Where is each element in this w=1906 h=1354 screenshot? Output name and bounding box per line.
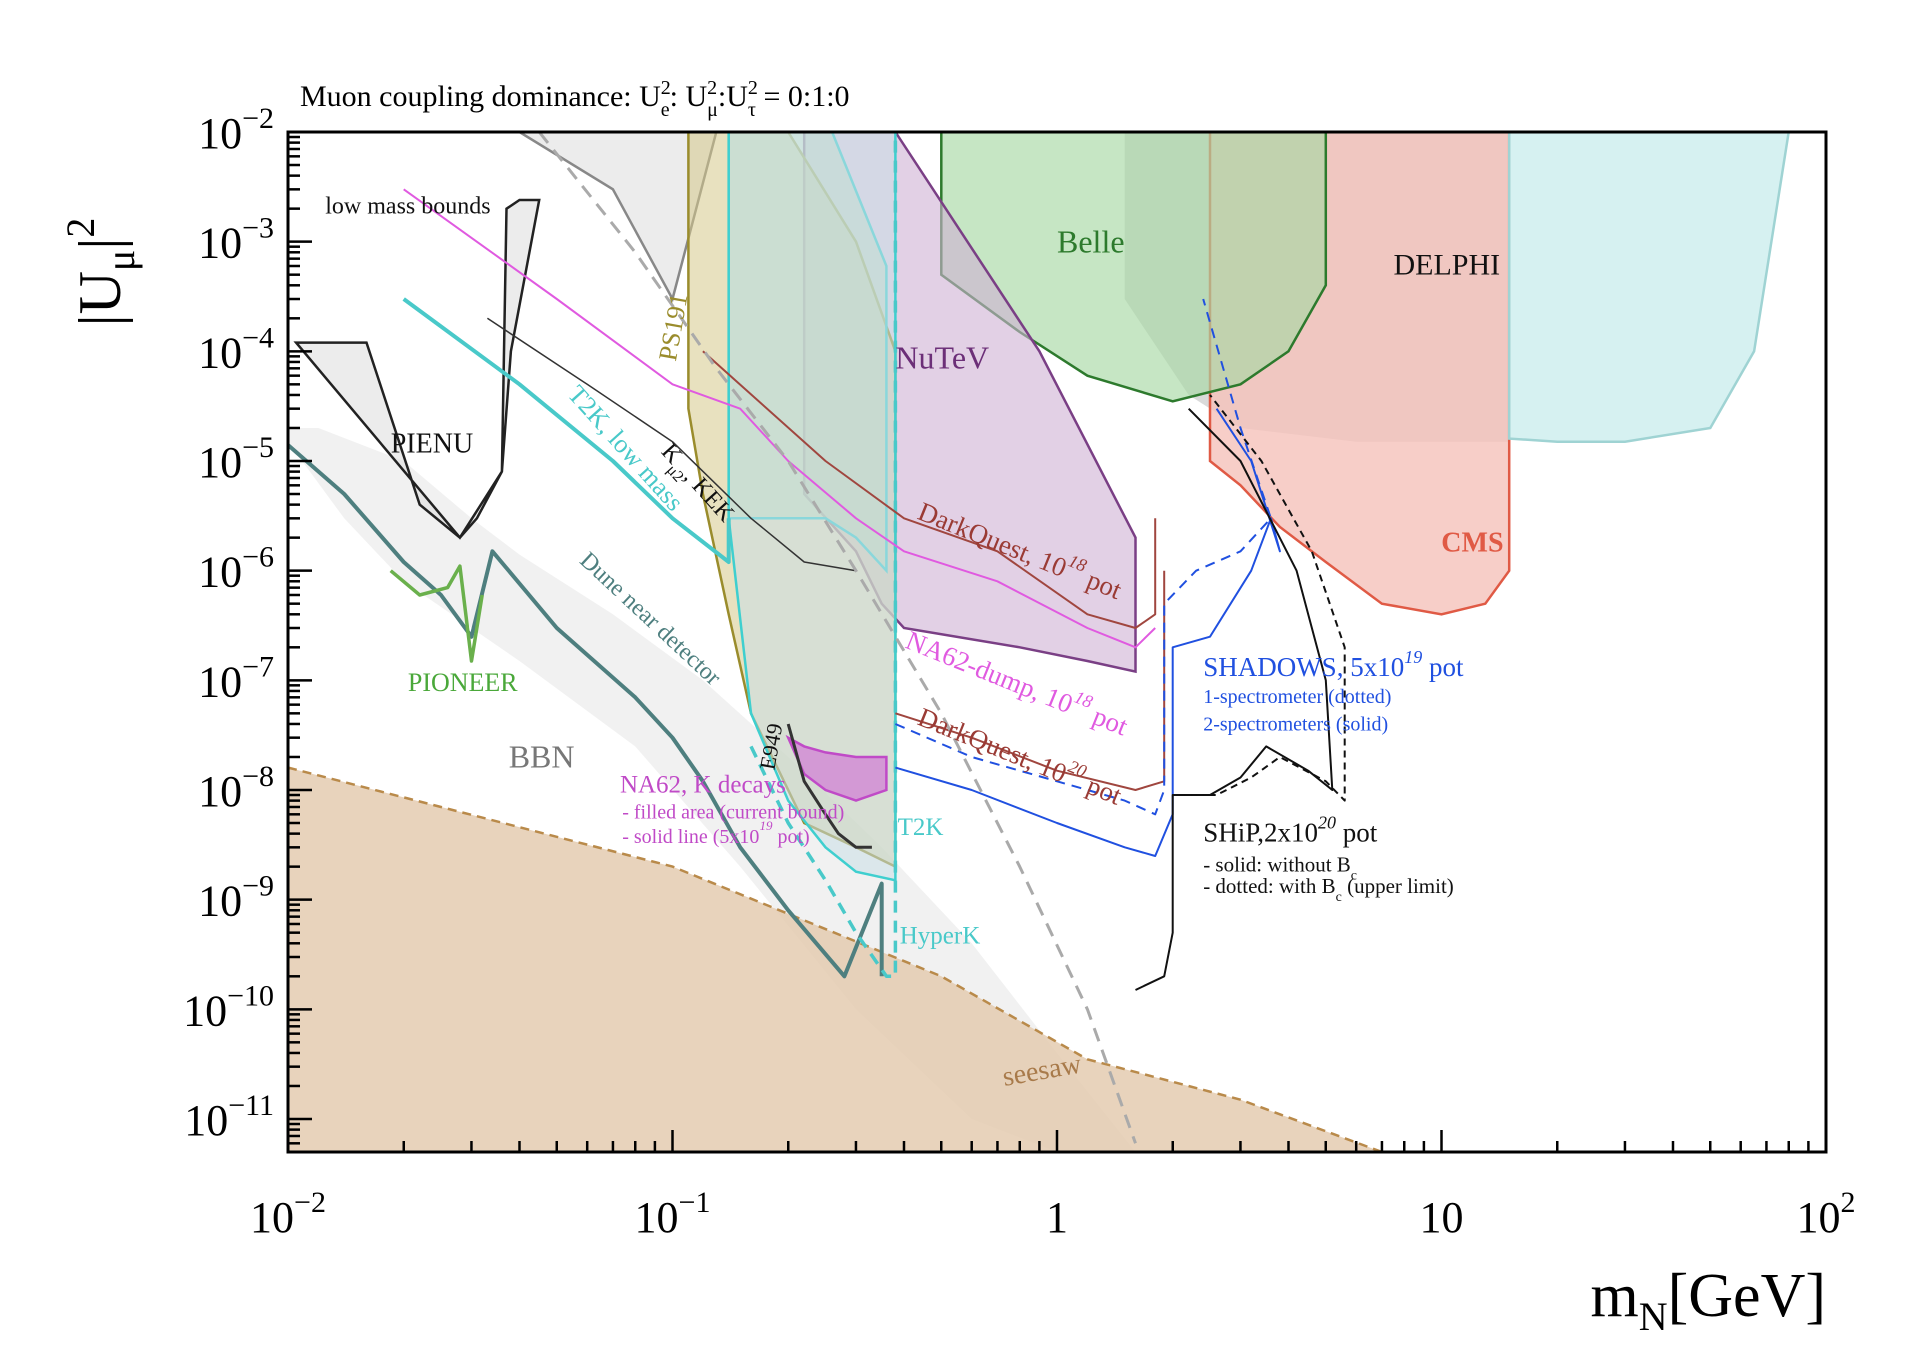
label-delphi: DELPHI <box>1393 249 1500 282</box>
label-dotted-with-b: - dotted: with Bc (upper limit) <box>1203 874 1454 905</box>
label-low-mass-bounds: low mass bounds <box>325 194 490 220</box>
label-bbn: BBN <box>509 739 575 775</box>
label-belle: Belle <box>1057 223 1125 259</box>
curve-shadows-dash <box>895 298 1272 816</box>
label-cms: CMS <box>1441 527 1503 558</box>
label-hyperk: HyperK <box>900 922 981 949</box>
titles: Muon coupling dominance: U2 e: U2 μ:U2 τ = … <box>58 77 1826 1339</box>
x-axis-label: mN[GeV] <box>1591 1262 1827 1339</box>
curve-dune <box>288 443 884 979</box>
curve-t2k-low <box>402 297 731 564</box>
exclusion-regions <box>288 132 1790 1152</box>
region-seesaw <box>288 766 1383 1152</box>
label-solid-without-b: - solid: without Bc <box>1203 853 1357 884</box>
y-tick-label: 10−4 <box>198 321 274 377</box>
label-na62-k-decays: NA62, K decays <box>620 771 786 798</box>
label-shadows-5x10: SHADOWS, 5x1019 pot <box>1203 647 1464 682</box>
label-1-spectrometer-dotted: 1-spectrometer (dotted) <box>1203 686 1391 708</box>
curve-lowmass-grey-dash <box>538 132 1137 1144</box>
y-tick-label: 10−5 <box>198 431 274 487</box>
y-tick-label: 10−6 <box>198 541 274 597</box>
label-pioneer: PIONEER <box>408 668 518 697</box>
y-tick-label: 10−3 <box>198 212 274 268</box>
x-tick-label: 10−2 <box>250 1186 326 1242</box>
region-t2k-lower <box>727 132 897 882</box>
y-tick-label: 10−8 <box>198 760 274 816</box>
x-tick-label: 102 <box>1797 1186 1856 1242</box>
curve-ship-solid <box>1135 407 1334 991</box>
curve-kmu2 <box>486 317 857 572</box>
region-na62-k <box>785 734 888 802</box>
label-ship-2x10: SHiP,2x1020 pot <box>1203 812 1378 847</box>
curve-ship-dot <box>1172 394 1346 802</box>
x-tick-label: 10−1 <box>635 1186 711 1242</box>
sensitivity-curves <box>288 132 1346 1144</box>
label-filled-area-current-bound: - filled area (current bound) <box>622 801 844 823</box>
curve-pioneer <box>389 564 484 663</box>
y-tick-label: 10−2 <box>198 102 274 158</box>
region-low-mass-bounds <box>288 132 718 303</box>
x-tick-label: 1 <box>1046 1193 1068 1242</box>
axes: 10−2 10−1 1 10 10210−210−310−410−510−610−710… <box>183 102 1855 1242</box>
x-tick-label: 10 <box>1420 1193 1464 1242</box>
y-tick-label: 10−9 <box>198 870 274 926</box>
y-tick-label: 10−7 <box>198 650 274 706</box>
curve-e949 <box>786 723 872 849</box>
region-cms-ext <box>1507 132 1790 443</box>
curve-shadows-solid <box>895 408 1281 857</box>
label-2-spectrometers-solid: 2-spectrometers (solid) <box>1203 713 1388 735</box>
curve-darkquest18 <box>702 350 1157 629</box>
label-nutev: NuTeV <box>895 339 989 375</box>
label-solid-line-5x10: - solid line (5x1019 pot) <box>622 818 809 848</box>
y-tick-label: 10−10 <box>183 979 274 1035</box>
region-bbn <box>288 132 1136 1152</box>
region-pienu <box>293 198 541 540</box>
label-pienu: PIENU <box>391 428 473 459</box>
curve-hyperk <box>749 132 898 979</box>
chart-title: Muon coupling dominance: U2 e: U2 μ:U2 τ = … <box>300 77 850 121</box>
y-axis-label: |Uμ|2 <box>58 218 143 327</box>
curve-na62-dump <box>403 188 1156 649</box>
y-tick-label: 10−11 <box>184 1089 274 1145</box>
label-t2k: T2K <box>898 814 944 841</box>
